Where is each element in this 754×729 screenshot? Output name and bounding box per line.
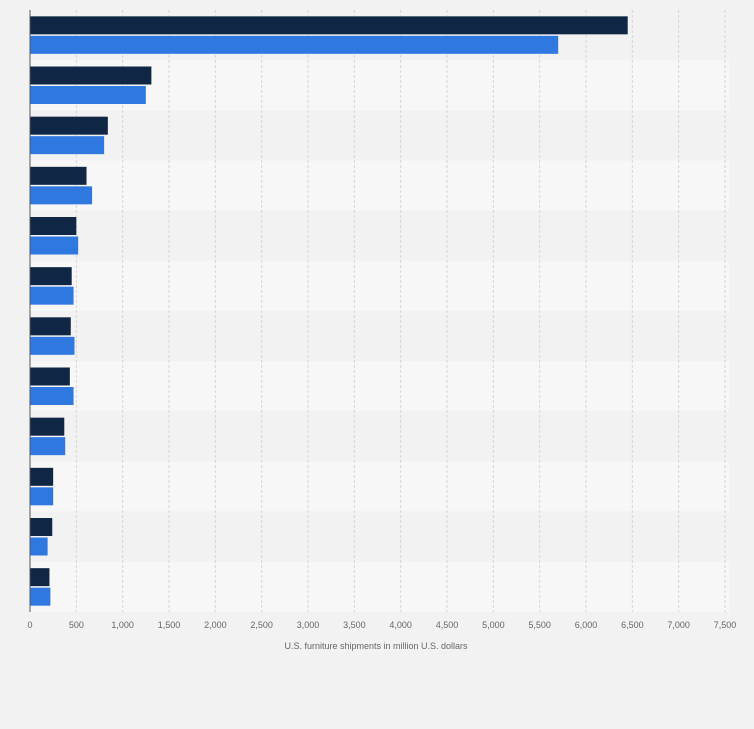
row-band [30, 461, 729, 512]
row-band [30, 260, 729, 311]
bar-series-1 [30, 116, 108, 135]
x-tick-label: 0 [27, 620, 32, 630]
bar-series-2 [30, 86, 146, 104]
x-tick-label: 3,500 [343, 620, 366, 630]
x-tick-label: 6,500 [621, 620, 644, 630]
x-tick-label: 6,000 [575, 620, 598, 630]
row-band [30, 160, 729, 211]
bar-series-2 [30, 587, 51, 606]
row-band [30, 210, 729, 261]
bar-series-1 [30, 267, 72, 286]
row-band [30, 110, 729, 161]
bar-series-2 [30, 136, 105, 155]
row-band [30, 561, 729, 612]
row-band [30, 361, 729, 412]
bar-series-1 [30, 317, 71, 336]
x-tick-label: 4,500 [436, 620, 459, 630]
bar-series-2 [30, 387, 74, 405]
grid-lines [75, 10, 726, 612]
bar-series-1 [30, 467, 54, 486]
bar-series-1 [30, 166, 87, 185]
row-band [30, 311, 729, 362]
x-tick-label: 1,500 [158, 620, 181, 630]
bar-series-2 [30, 286, 74, 305]
bar-series-1 [30, 518, 53, 536]
bar-series-2 [30, 236, 79, 255]
x-tick-label: 3,000 [297, 620, 320, 630]
bar-series-2 [30, 487, 54, 506]
bar-series-2 [30, 35, 559, 54]
x-tick-label: 5,000 [482, 620, 505, 630]
x-tick-label: 7,000 [667, 620, 690, 630]
bar-series-1 [30, 367, 70, 386]
x-tick-label: 5,500 [528, 620, 551, 630]
bar-series-1 [30, 217, 77, 235]
bars [30, 16, 628, 606]
row-band [30, 511, 729, 562]
row-band [30, 411, 729, 462]
bar-series-2 [30, 537, 48, 556]
x-axis-title: U.S. furniture shipments in million U.S.… [284, 641, 468, 651]
bar-series-2 [30, 186, 93, 205]
x-axis-ticks: 0 500 1,000 1,500 2,000 2,500 3,000 3,500 4,000 4… [27, 620, 736, 630]
x-tick-label: 7,500 [714, 620, 737, 630]
bar-series-2 [30, 336, 75, 355]
x-tick-label: 500 [69, 620, 84, 630]
x-tick-label: 1,000 [111, 620, 134, 630]
bar-series-1 [30, 417, 65, 436]
bar-series-1 [30, 568, 50, 587]
bar-series-1 [30, 16, 628, 35]
x-tick-label: 2,500 [250, 620, 273, 630]
bar-series-1 [30, 66, 152, 85]
bar-series-2 [30, 437, 66, 456]
x-tick-label: 4,000 [389, 620, 412, 630]
x-tick-label: 2,000 [204, 620, 227, 630]
